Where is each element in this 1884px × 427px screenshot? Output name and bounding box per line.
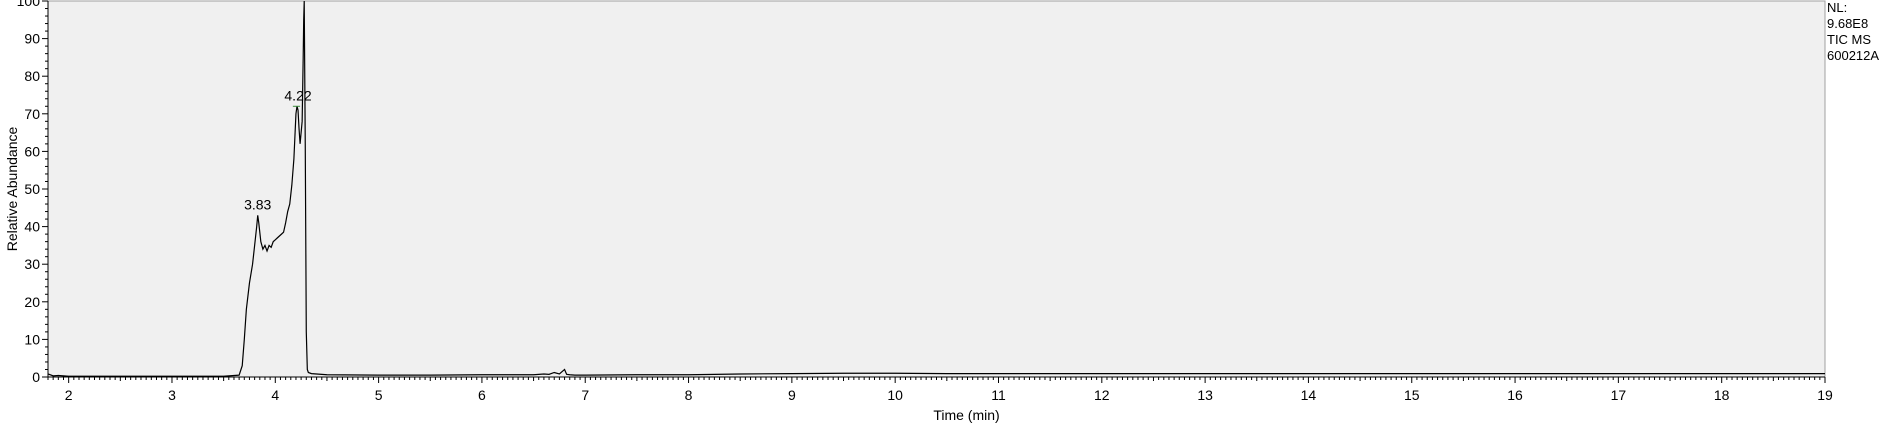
x-axis: 2 3 4 5 6 7 8 9 10 11 12 13 14 15 16 17 18 19 bbox=[47, 376, 1833, 403]
x-tick-label: 6 bbox=[478, 387, 486, 403]
y-tick-label: 90 bbox=[24, 31, 40, 47]
x-tick-label: 8 bbox=[685, 387, 693, 403]
y-tick-label: 0 bbox=[32, 369, 40, 385]
x-tick-label: 18 bbox=[1714, 387, 1730, 403]
y-tick-label: 20 bbox=[24, 294, 40, 310]
y-tick-label: 60 bbox=[24, 143, 40, 159]
x-tick-label: 16 bbox=[1507, 387, 1523, 403]
info-line-scan: TIC MS bbox=[1827, 32, 1871, 47]
peak-label: 3.83 bbox=[244, 196, 271, 212]
scan-info-block: NL: 9.68E8 TIC MS 600212A bbox=[1827, 0, 1879, 63]
x-tick-label: 10 bbox=[887, 387, 903, 403]
tic-trace-line bbox=[47, 0, 1825, 377]
info-line-level: 9.68E8 bbox=[1827, 16, 1868, 31]
y-axis: 0 10 20 30 40 50 60 70 80 90 100 bbox=[17, 0, 49, 385]
info-line-sample: 600212A bbox=[1827, 48, 1879, 63]
x-tick-label: 5 bbox=[375, 387, 383, 403]
x-tick-label: 14 bbox=[1301, 387, 1317, 403]
x-tick-label: 17 bbox=[1611, 387, 1627, 403]
y-tick-label: 50 bbox=[24, 181, 40, 197]
x-tick-label: 9 bbox=[788, 387, 796, 403]
y-tick-label: 10 bbox=[24, 331, 40, 347]
x-tick-label: 3 bbox=[168, 387, 176, 403]
peak-label: 4.22 bbox=[284, 87, 311, 103]
x-tick-label: 11 bbox=[991, 387, 1006, 403]
x-tick-label: 13 bbox=[1197, 387, 1213, 403]
y-tick-label: 30 bbox=[24, 256, 40, 272]
x-tick-label: 2 bbox=[65, 387, 73, 403]
x-tick-label: 7 bbox=[581, 387, 589, 403]
y-tick-label: 100 bbox=[17, 0, 41, 9]
x-axis-title: Time (min) bbox=[933, 407, 999, 423]
y-axis-title: Relative Abundance bbox=[4, 127, 20, 252]
y-tick-label: 40 bbox=[24, 219, 40, 235]
x-tick-label: 4 bbox=[271, 387, 279, 403]
x-tick-label: 12 bbox=[1094, 387, 1110, 403]
y-tick-label: 80 bbox=[24, 68, 40, 84]
plot-area bbox=[47, 0, 1826, 378]
info-line-nl: NL: bbox=[1827, 0, 1847, 15]
x-tick-label: 19 bbox=[1817, 387, 1833, 403]
x-tick-label: 15 bbox=[1404, 387, 1420, 403]
peak-labels: 3.834.224.28 bbox=[244, 87, 312, 212]
y-tick-label: 70 bbox=[24, 106, 40, 122]
